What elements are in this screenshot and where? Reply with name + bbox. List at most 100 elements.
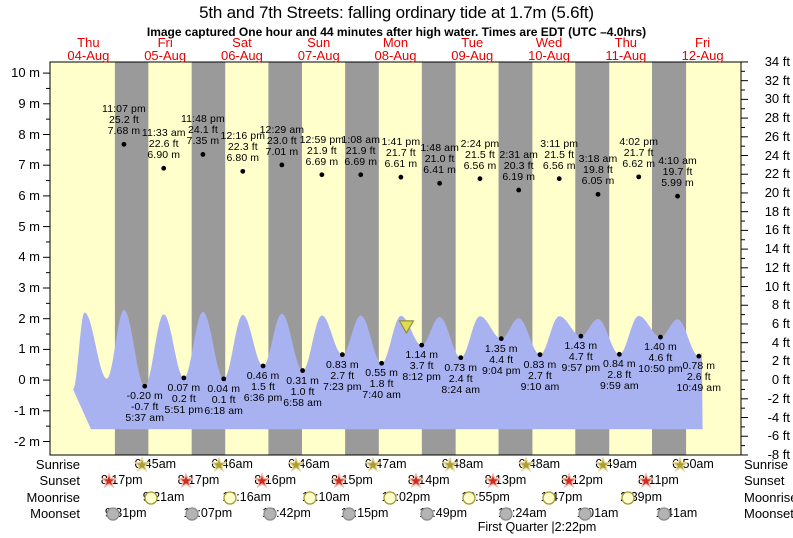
moonrise-circle-icon — [462, 491, 476, 505]
moonset-circle-icon — [578, 507, 592, 521]
sunrise-event: 6:46am — [211, 457, 253, 473]
day-name-label: Tue — [461, 35, 484, 50]
sunrise-event: 6:47am — [364, 457, 407, 473]
sunrise-star-icon — [672, 457, 689, 473]
day-name-label: Fri — [695, 35, 711, 50]
low-tide-annotation: 0.55 m 1.8 ft 7:40 am — [362, 367, 401, 402]
low-tide-dot — [142, 383, 148, 389]
sunrise-event: 6:48am — [518, 457, 560, 473]
day-name-label: Fri — [157, 35, 173, 50]
moonset-event: 11:15pm — [341, 506, 388, 521]
low-tide-dot — [260, 363, 266, 369]
high-tide-dot — [398, 174, 404, 180]
moonrise-event: 12:55pm — [461, 490, 510, 505]
astro-row-label-left: Sunset — [39, 473, 80, 488]
low-tide-dot — [658, 334, 663, 340]
low-tide-annotation: 1.40 m 4.6 ft 10:50 pm — [638, 341, 683, 376]
high-tide-annotation: 12:16 pm 22.3 ft 6.80 m — [220, 130, 266, 165]
right-axis-label: -2 ft — [767, 390, 790, 406]
left-axis-label: 1 m — [18, 341, 40, 357]
low-tide-dot — [498, 336, 504, 342]
low-tide-annotation: 0.83 m 2.7 ft 7:23 pm — [323, 358, 362, 393]
day-name-label: Sat — [232, 35, 252, 50]
moonset-circle-icon — [263, 507, 277, 521]
day-date-label: 10-Aug — [528, 48, 570, 63]
sunset-event: 8:17pm — [177, 473, 219, 489]
right-axis-label: 26 ft — [764, 128, 790, 144]
astro-row-label-right: Moonrise — [744, 490, 793, 505]
sunset-star-icon — [407, 473, 424, 489]
sunset-star-icon — [100, 473, 117, 489]
right-axis-label: -8 ft — [767, 446, 790, 462]
right-axis-label: 12 ft — [764, 259, 790, 275]
high-tide-annotation: 4:10 am 19.7 ft 5.99 m — [658, 155, 697, 190]
left-axis-label: 3 m — [18, 280, 40, 295]
day-date-label: 08-Aug — [374, 48, 417, 63]
low-tide-dot — [379, 360, 385, 366]
sunset-star-icon — [638, 473, 654, 489]
sunrise-event: 6:50am — [672, 457, 714, 473]
day-date-label: 09-Aug — [451, 48, 494, 63]
right-axis-label: 4 ft — [771, 334, 790, 350]
right-axis-label: 34 ft — [764, 53, 790, 69]
moonset-circle-icon — [106, 507, 120, 521]
moonrise-event: 11:10am — [302, 490, 350, 505]
day-date-label: 04-Aug — [67, 48, 110, 63]
high-tide-annotation: 11:48 pm 24.1 ft 7.35 m — [181, 113, 225, 148]
low-tide-annotation: 1.35 m 4.4 ft 9:04 pm — [481, 342, 521, 377]
right-axis-label: 0 ft — [771, 372, 790, 388]
left-axis-label: 4 m — [18, 249, 40, 265]
astro-row-label-left: Sunrise — [35, 457, 80, 472]
high-tide-annotation: 12:29 am 23.0 ft 7.01 m — [259, 123, 305, 158]
page-subtitle: Image captured One hour and 44 minutes a… — [146, 25, 647, 39]
moonrise-event: 12:02pm — [382, 490, 430, 505]
sunrise-star-icon — [595, 457, 612, 473]
right-axis-label: -4 ft — [767, 409, 790, 425]
moonset-event: 9:31pm — [105, 506, 147, 521]
moonrise-circle-icon — [144, 491, 158, 505]
left-axis-label: 5 m — [18, 218, 40, 234]
day-date-label: 12-Aug — [681, 48, 724, 63]
high-tide-annotation: 12:59 pm 21.9 ft 6.69 m — [299, 133, 345, 168]
sunrise-star-icon — [441, 457, 458, 473]
sunrise-star-icon — [364, 457, 381, 473]
moonset-event: 10:07pm — [184, 506, 232, 521]
moonrise-circle-icon — [303, 491, 317, 505]
left-axis-label: 6 m — [18, 187, 40, 203]
day-name-label: Thu — [77, 35, 100, 50]
sunset-star-icon — [177, 473, 194, 489]
astro-row-label-left: Moonrise — [26, 490, 80, 505]
low-tide-annotation: 0.78 m 2.6 ft 10:49 am — [676, 360, 722, 395]
astro-row-label-right: Moonset — [744, 506, 793, 521]
sunset-event: 8:17pm — [100, 473, 143, 489]
low-tide-annotation: 0.73 m 2.4 ft 8:24 am — [441, 361, 481, 396]
high-tide-dot — [516, 187, 522, 193]
right-axis-label: 18 ft — [764, 203, 790, 219]
high-tide-annotation: 1:08 am 21.9 ft 6.69 m — [341, 133, 381, 168]
high-tide-annotation: 1:48 am 21.0 ft 6.41 m — [420, 142, 459, 177]
low-tide-annotation: 0.31 m 1.0 ft 6:58 am — [283, 374, 322, 409]
low-tide-dot — [221, 376, 227, 382]
right-axis-label: 30 ft — [764, 91, 790, 107]
day-date-label: 06-Aug — [220, 48, 263, 63]
high-tide-annotation: 11:33 am 22.6 ft 6.90 m — [141, 127, 186, 162]
low-tide-annotation: 0.04 m 0.1 ft 6:18 am — [204, 382, 244, 417]
low-tide-dot — [578, 333, 584, 339]
high-tide-annotation: 2:31 am 20.3 ft 6.19 m — [499, 149, 539, 184]
day-name-label: Thu — [614, 35, 638, 50]
moonrise-event: 10:16am — [222, 490, 271, 505]
sunset-star-icon — [484, 473, 501, 489]
high-tide-annotation: 3:18 am 19.8 ft 6.05 m — [578, 153, 618, 188]
high-tide-dot — [121, 141, 127, 147]
sunset-event: 8:13pm — [484, 473, 526, 489]
right-axis-label: 6 ft — [771, 315, 790, 331]
sunset-event: 8:15pm — [331, 473, 373, 489]
moonrise-circle-icon — [223, 491, 238, 505]
right-axis-label: 2 ft — [771, 353, 790, 369]
left-axis-label: -1 m — [14, 402, 40, 418]
sunset-event: 8:11pm — [638, 473, 679, 489]
low-tide-annotation: 0.07 m 0.2 ft 5:51 pm — [164, 381, 204, 416]
astro-row-label-left: Moonset — [30, 506, 80, 521]
moonset-event: 1:01am — [577, 506, 618, 521]
